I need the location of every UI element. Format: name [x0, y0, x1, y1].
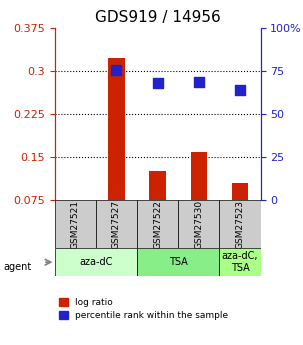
- FancyBboxPatch shape: [55, 200, 96, 248]
- FancyBboxPatch shape: [137, 248, 219, 276]
- FancyBboxPatch shape: [219, 200, 261, 248]
- Text: aza-dC: aza-dC: [79, 257, 112, 267]
- Text: GSM27521: GSM27521: [71, 200, 80, 249]
- Bar: [191, 152, 207, 200]
- Text: GSM27527: GSM27527: [112, 200, 121, 249]
- Text: GSM27523: GSM27523: [235, 200, 245, 249]
- Bar: [149, 171, 166, 200]
- Text: agent: agent: [3, 263, 31, 272]
- FancyBboxPatch shape: [178, 200, 219, 248]
- FancyBboxPatch shape: [96, 200, 137, 248]
- Text: GSM27530: GSM27530: [194, 200, 203, 249]
- Bar: [232, 183, 248, 200]
- Bar: [108, 58, 125, 200]
- Title: GDS919 / 14956: GDS919 / 14956: [95, 10, 221, 25]
- FancyBboxPatch shape: [137, 200, 178, 248]
- Text: TSA: TSA: [169, 257, 188, 267]
- Point: [238, 87, 242, 92]
- Point: [155, 80, 160, 86]
- Text: aza-dC,
TSA: aza-dC, TSA: [222, 252, 258, 273]
- Text: GSM27522: GSM27522: [153, 200, 162, 249]
- FancyBboxPatch shape: [55, 248, 137, 276]
- Legend: log ratio, percentile rank within the sample: log ratio, percentile rank within the sa…: [59, 298, 228, 319]
- Point: [114, 67, 119, 73]
- Point: [196, 79, 201, 85]
- FancyBboxPatch shape: [219, 248, 261, 276]
